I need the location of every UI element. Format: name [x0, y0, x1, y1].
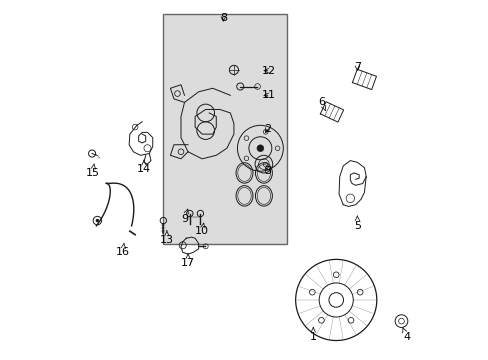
Text: 2: 2 [264, 124, 270, 134]
Circle shape [256, 145, 264, 152]
Text: 15: 15 [85, 164, 100, 178]
Text: 4: 4 [402, 328, 409, 342]
Text: 10: 10 [195, 223, 209, 236]
Bar [163, 14, 286, 243]
Text: 7: 7 [353, 62, 360, 72]
Text: 9: 9 [181, 209, 188, 224]
Text: 14: 14 [137, 160, 151, 174]
Text: 17: 17 [181, 254, 195, 268]
Text: 6: 6 [318, 98, 325, 111]
Text: 1: 1 [309, 328, 316, 342]
Text: 3: 3 [264, 166, 270, 176]
Text: 5: 5 [353, 216, 360, 231]
Text: 13: 13 [160, 231, 174, 245]
Text: 11: 11 [262, 90, 276, 100]
Text: 16: 16 [116, 243, 129, 257]
Text: 8: 8 [219, 13, 226, 23]
Text: 12: 12 [262, 66, 276, 76]
Circle shape [96, 219, 99, 222]
